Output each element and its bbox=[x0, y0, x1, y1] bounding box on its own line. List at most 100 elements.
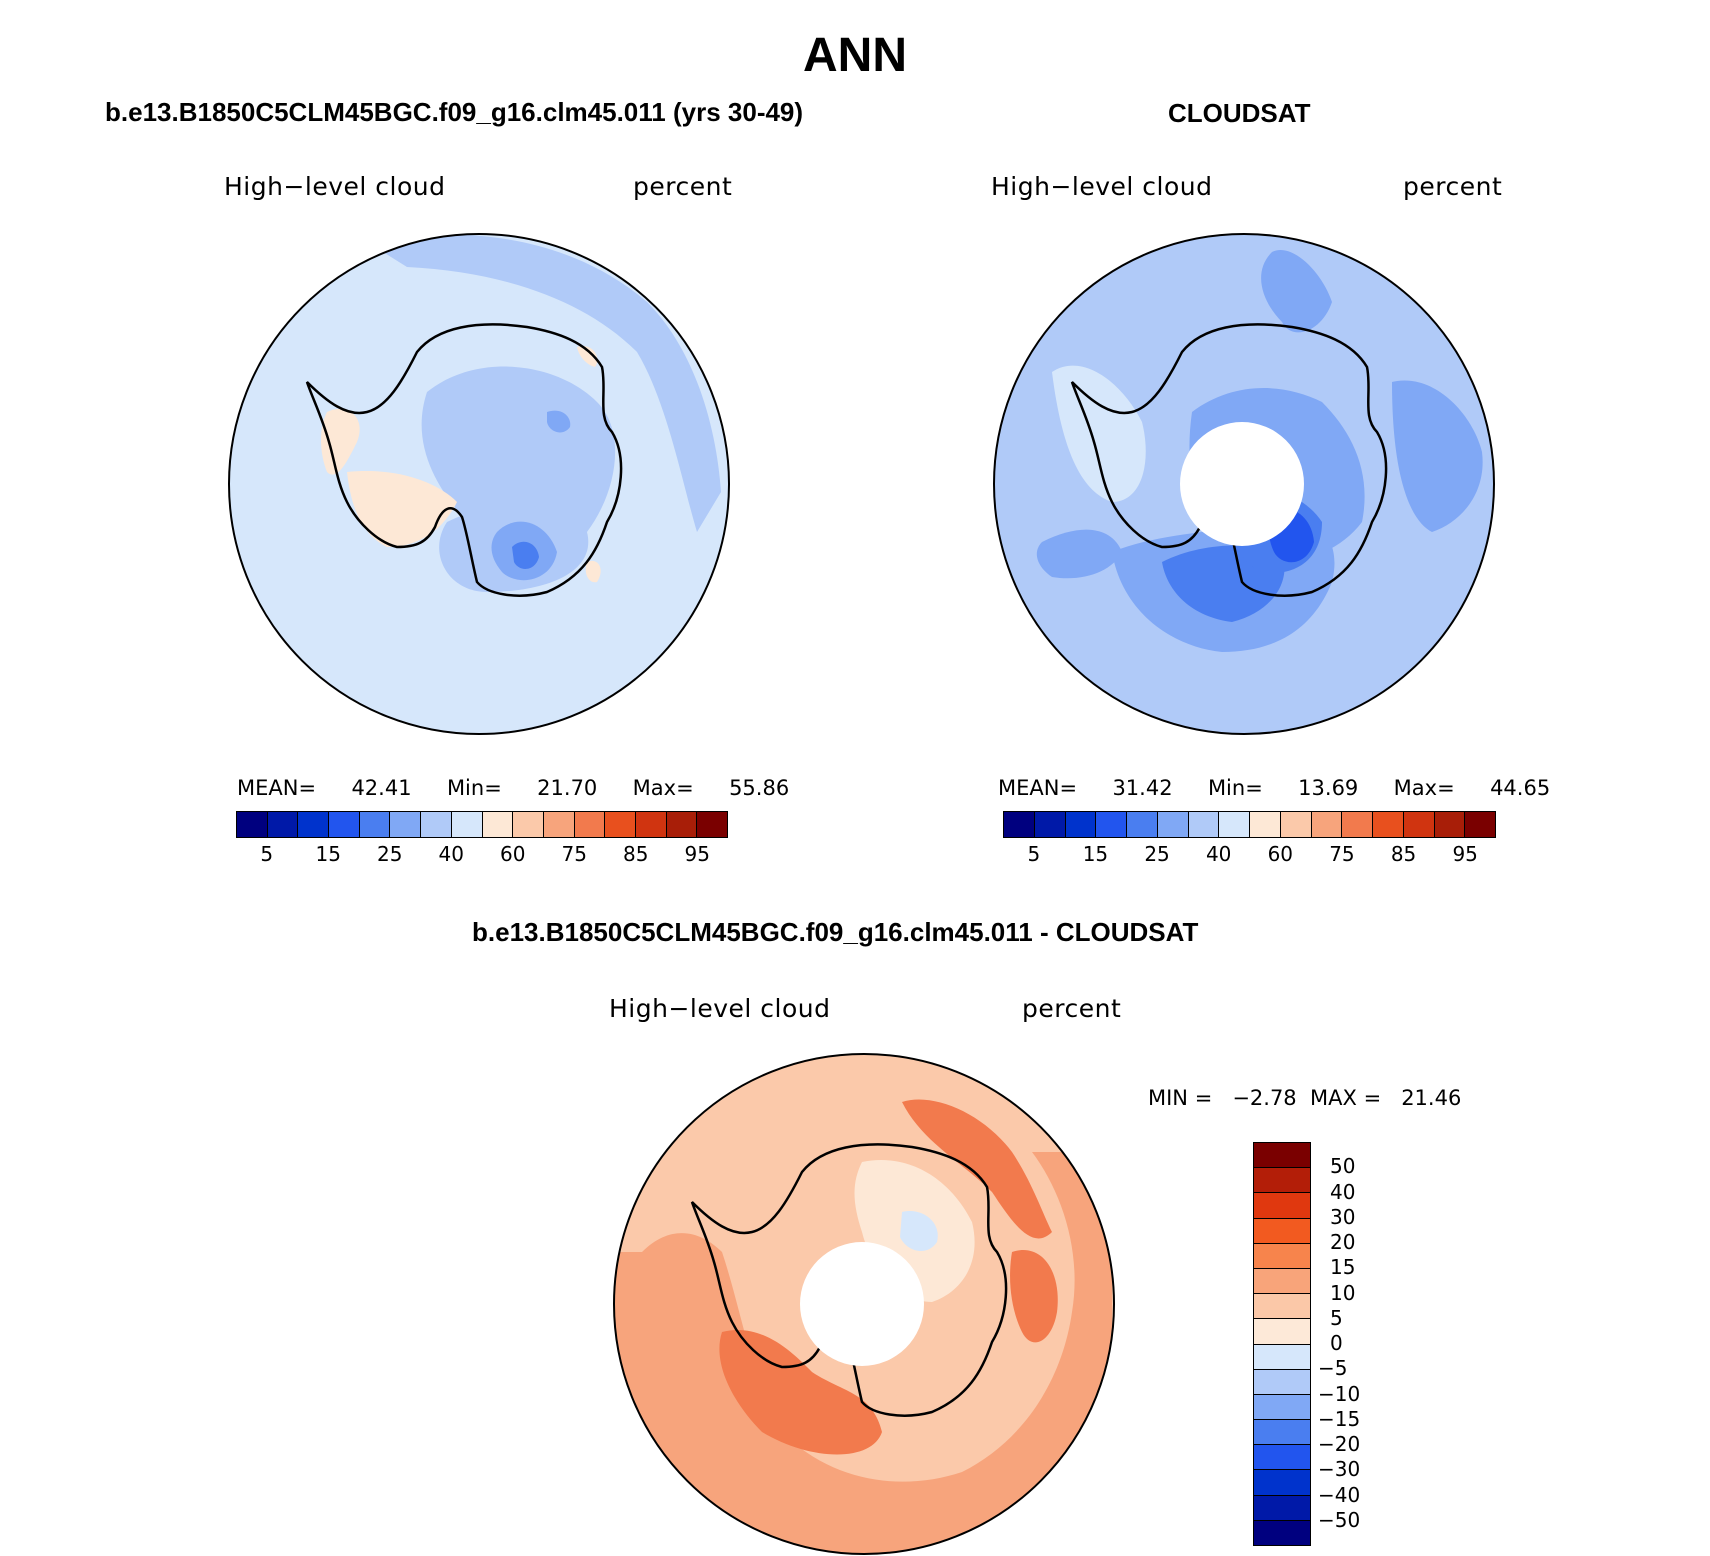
obs-colorbar bbox=[1003, 811, 1496, 838]
obs-colorbar-box bbox=[1434, 812, 1466, 837]
model-colorbar-tick-label: 85 bbox=[623, 842, 649, 866]
diff-colorbar-box bbox=[1254, 1193, 1310, 1219]
obs-colorbar-box bbox=[1342, 812, 1373, 837]
diff-polar-map bbox=[613, 1053, 1115, 1555]
model-map-border bbox=[228, 233, 730, 735]
model-max-label: Max= bbox=[632, 776, 694, 800]
diff-colorbar-box bbox=[1254, 1319, 1310, 1345]
model-max-value: 55.86 bbox=[729, 776, 790, 800]
obs-region bbox=[1261, 250, 1332, 333]
obs-region bbox=[1392, 380, 1483, 532]
model-variable-label: High−level cloud bbox=[224, 172, 446, 201]
diff-colorbar-box bbox=[1254, 1445, 1310, 1471]
diff-region bbox=[719, 1330, 882, 1455]
diff-colorbar-tick-label: 20 bbox=[1330, 1230, 1356, 1254]
model-colorbar-box bbox=[574, 812, 606, 837]
model-stats: MEAN= 42.41 Min= 21.70 Max= 55.86 bbox=[237, 776, 789, 800]
model-colorbar-box bbox=[359, 812, 391, 837]
model-colorbar-tick-label: 25 bbox=[377, 842, 403, 866]
model-interior-region bbox=[347, 471, 457, 547]
obs-colorbar-box bbox=[1403, 812, 1435, 837]
model-interior-region bbox=[585, 560, 601, 583]
obs-colorbar-ticks: 5 15 25 40 60 75 85 95 bbox=[1003, 842, 1496, 868]
diff-region bbox=[1010, 1250, 1058, 1343]
model-outer-band bbox=[367, 234, 721, 532]
obs-colorbar-box bbox=[1188, 812, 1220, 837]
diff-colorbar-box bbox=[1254, 1470, 1310, 1496]
diff-colorbar-box bbox=[1254, 1520, 1310, 1545]
obs-stats: MEAN= 31.42 Min= 13.69 Max= 44.65 bbox=[998, 776, 1550, 800]
obs-pole-hole bbox=[1180, 422, 1304, 546]
diff-colorbar-tick-label: 15 bbox=[1330, 1255, 1356, 1280]
diff-colorbar-tick-label: −15 bbox=[1318, 1406, 1361, 1431]
diff-colorbar-tick-label: −20 bbox=[1318, 1432, 1361, 1456]
diff-colorbar-tick-label: 50 bbox=[1330, 1154, 1356, 1179]
diff-colorbar-tick-label: 0 bbox=[1330, 1331, 1343, 1355]
diff-colorbar-tick-label: −30 bbox=[1318, 1457, 1361, 1482]
model-colorbar-box bbox=[513, 812, 544, 837]
model-colorbar-box bbox=[697, 812, 727, 837]
obs-colorbar-tick-label: 15 bbox=[1082, 842, 1109, 866]
diff-colorbar bbox=[1253, 1142, 1311, 1546]
model-colorbar-tick-label: 40 bbox=[438, 842, 464, 866]
diff-region bbox=[900, 1211, 938, 1252]
diff-colorbar-ticks: 50 40 30 20 15 10 5 0 −5 −10 −15 −20 −30 −40 −50 bbox=[1318, 1142, 1388, 1546]
model-colorbar-box bbox=[267, 812, 299, 837]
model-colorbar-tick-label: 75 bbox=[561, 842, 587, 866]
obs-min-value: 13.69 bbox=[1298, 776, 1359, 800]
model-colorbar-box bbox=[482, 812, 514, 837]
obs-colorbar-box bbox=[1311, 812, 1343, 837]
diff-colorbar-box bbox=[1254, 1394, 1310, 1421]
obs-colorbar-box bbox=[1280, 812, 1312, 837]
obs-max-value: 44.65 bbox=[1490, 776, 1551, 800]
model-interior-region bbox=[321, 408, 360, 475]
diff-colorbar-tick-label: −5 bbox=[1318, 1356, 1348, 1381]
model-colorbar-box bbox=[635, 812, 667, 837]
obs-map-border bbox=[993, 233, 1495, 735]
diff-colorbar-box bbox=[1254, 1294, 1310, 1320]
obs-mean-value: 31.42 bbox=[1112, 776, 1173, 800]
model-mean-value: 42.41 bbox=[351, 776, 412, 800]
model-units-label: percent bbox=[633, 172, 733, 201]
diff-variable-label: High−level cloud bbox=[609, 994, 831, 1023]
model-mean-label: MEAN= bbox=[237, 776, 317, 800]
diff-colorbar-box bbox=[1254, 1268, 1310, 1295]
model-colorbar-tick-label: 95 bbox=[684, 842, 710, 866]
diff-colorbar-box bbox=[1254, 1168, 1310, 1194]
obs-region bbox=[1122, 328, 1222, 379]
model-colorbar-ticks: 5 15 25 40 60 75 85 95 bbox=[236, 842, 728, 868]
model-interior-region bbox=[421, 366, 616, 555]
obs-colorbar-tick-label: 85 bbox=[1390, 842, 1417, 866]
obs-colorbar-tick-label: 25 bbox=[1144, 842, 1170, 866]
diff-colorbar-box bbox=[1254, 1218, 1310, 1244]
diff-units-label: percent bbox=[1022, 994, 1122, 1023]
model-polar-map bbox=[228, 233, 730, 735]
diff-region bbox=[614, 1152, 1112, 1554]
diff-panel-title: b.e13.B1850C5CLM45BGC.f09_g16.clm45.011 … bbox=[472, 917, 1199, 947]
model-interior-region bbox=[547, 410, 571, 433]
model-colorbar bbox=[236, 811, 728, 838]
diff-colorbar-box bbox=[1254, 1420, 1310, 1446]
obs-colorbar-tick-label: 60 bbox=[1267, 842, 1294, 866]
obs-colorbar-box bbox=[1219, 812, 1250, 837]
diff-colorbar-tick-label: −10 bbox=[1318, 1381, 1361, 1406]
diff-colorbar-box bbox=[1254, 1495, 1310, 1521]
model-colorbar-box bbox=[666, 812, 698, 837]
obs-colorbar-box bbox=[1127, 812, 1158, 837]
obs-polar-map bbox=[993, 233, 1495, 735]
model-colorbar-box bbox=[605, 812, 636, 837]
obs-variable-label: High−level cloud bbox=[991, 172, 1213, 201]
model-colorbar-tick-label: 60 bbox=[500, 842, 526, 866]
diff-colorbar-box bbox=[1254, 1243, 1310, 1269]
obs-colorbar-box bbox=[1004, 812, 1035, 837]
obs-colorbar-box bbox=[1250, 812, 1281, 837]
model-colorbar-box bbox=[237, 812, 268, 837]
model-colorbar-box bbox=[329, 812, 360, 837]
diff-colorbar-box bbox=[1254, 1344, 1310, 1370]
obs-colorbar-tick-label: 75 bbox=[1329, 842, 1355, 866]
diff-colorbar-tick-label: 5 bbox=[1330, 1305, 1343, 1330]
obs-panel-title: CLOUDSAT bbox=[1168, 98, 1311, 128]
obs-colorbar-tick-label: 40 bbox=[1205, 842, 1232, 866]
model-min-value: 21.70 bbox=[537, 776, 598, 800]
diff-colorbar-tick-label: −50 bbox=[1318, 1507, 1361, 1532]
